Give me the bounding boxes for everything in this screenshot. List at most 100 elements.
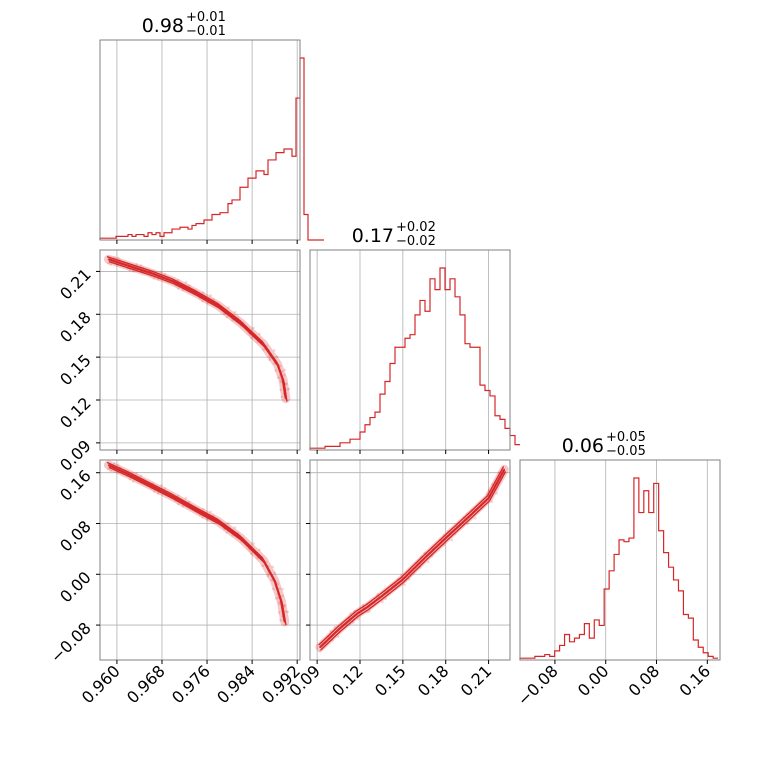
sample-point <box>152 490 156 493</box>
sample-point <box>279 380 283 384</box>
sample-point <box>351 621 355 624</box>
x-tick-label: 0.976 <box>168 661 214 707</box>
sample-point <box>131 270 135 273</box>
panel-0-0 <box>99 39 324 244</box>
sample-point <box>163 486 167 490</box>
title-plus: +0.05 <box>606 430 646 445</box>
sample-point <box>495 492 498 495</box>
sample-point <box>275 597 278 600</box>
title-0: 0.98 +0.01−0.01 <box>142 10 226 39</box>
title-1: 0.17 +0.02−0.02 <box>352 220 436 249</box>
title-minus: −0.05 <box>606 444 646 459</box>
title-median: 0.06 <box>562 435 604 457</box>
curve-core <box>108 464 286 623</box>
sample-point <box>473 517 477 520</box>
panel-2-0: 0.960 0.968 0.976 0.984 0.992−0.080.000.080.… <box>47 459 304 707</box>
sample-point <box>275 355 279 358</box>
sample-point <box>152 277 156 280</box>
sample-point <box>160 484 163 487</box>
title-plus: +0.02 <box>396 220 436 235</box>
sample-point <box>227 521 230 525</box>
title-median: 0.98 <box>142 15 184 37</box>
sample-point <box>160 270 163 274</box>
title-minus: −0.01 <box>186 24 226 39</box>
sample-point <box>272 349 276 352</box>
sample-point <box>279 379 282 382</box>
sample-point <box>109 469 112 473</box>
sample-point <box>233 526 237 529</box>
sample-point <box>286 610 290 614</box>
sample-point <box>107 261 110 265</box>
sample-point <box>225 531 229 534</box>
x-tick-label: 0.08 <box>625 661 664 700</box>
histogram-1 <box>309 267 520 450</box>
panel-frame <box>99 249 301 451</box>
sample-point <box>271 565 275 568</box>
sample-point <box>176 502 180 506</box>
contour-line-2 <box>320 471 506 651</box>
sample-point <box>184 496 188 500</box>
sample-point <box>283 604 286 607</box>
sample-point <box>281 594 284 598</box>
sample-point <box>184 280 188 284</box>
y-tick-label: 0.15 <box>56 351 95 390</box>
sample-point <box>252 326 255 330</box>
sample-point <box>272 587 275 591</box>
title-median: 0.17 <box>352 225 394 247</box>
sample-point <box>261 564 265 568</box>
panel-1-0: 0.09 0.120.15 0.18 0.21 <box>56 249 301 475</box>
sample-point <box>128 477 132 481</box>
sample-point <box>225 315 229 319</box>
sample-point <box>267 572 270 576</box>
x-tick-label: −0.08 <box>514 661 562 709</box>
sample-point <box>117 463 120 467</box>
y-tick-label: 0.21 <box>56 265 95 304</box>
sample-point <box>113 462 116 465</box>
sample-point <box>268 356 272 360</box>
sample-point <box>274 369 278 372</box>
sample-point <box>286 388 289 391</box>
sample-point <box>368 609 372 613</box>
sample-point <box>399 574 403 577</box>
sample-point <box>252 542 255 545</box>
sample-point <box>329 629 332 633</box>
sample-point <box>233 310 237 314</box>
sample-point <box>336 635 340 638</box>
contour-line-2 <box>108 466 287 626</box>
panel-2-1: 0.09 0.12 0.15 0.18 0.21 <box>285 459 511 700</box>
sample-point <box>201 516 204 519</box>
sample-point <box>277 611 281 614</box>
contour-fill <box>104 460 290 627</box>
x-tick-label: 0.15 <box>371 661 410 700</box>
y-tick-label: 0.00 <box>56 568 95 607</box>
x-tick-label: 0.21 <box>457 661 496 700</box>
sample-point <box>163 272 167 276</box>
y-tick-label: −0.08 <box>47 618 95 666</box>
sample-point <box>450 538 454 542</box>
y-tick-label: 0.08 <box>56 517 95 556</box>
sample-point <box>361 603 365 607</box>
sample-point <box>384 597 388 601</box>
sample-point <box>278 364 282 368</box>
sample-point <box>283 373 286 377</box>
sample-point <box>176 287 180 290</box>
sample-point <box>156 492 160 495</box>
contour-line-2 <box>108 261 288 402</box>
sample-point <box>227 306 230 309</box>
sample-point <box>249 336 253 340</box>
title-plus: +0.01 <box>186 10 226 25</box>
contour-fill <box>104 254 291 404</box>
y-tick-label: 0.12 <box>56 393 95 432</box>
sample-point <box>277 600 281 604</box>
sample-point <box>176 494 180 498</box>
x-tick-label: 0.16 <box>676 661 715 700</box>
x-tick-label: 0.960 <box>78 661 124 707</box>
contour-line-1 <box>107 258 287 400</box>
sample-point <box>426 561 430 564</box>
y-tick-label: 0.16 <box>56 466 95 505</box>
sample-point <box>202 291 205 294</box>
sample-point <box>276 582 280 586</box>
sample-point <box>209 294 212 297</box>
title-2: 0.06 +0.05−0.05 <box>562 430 646 459</box>
